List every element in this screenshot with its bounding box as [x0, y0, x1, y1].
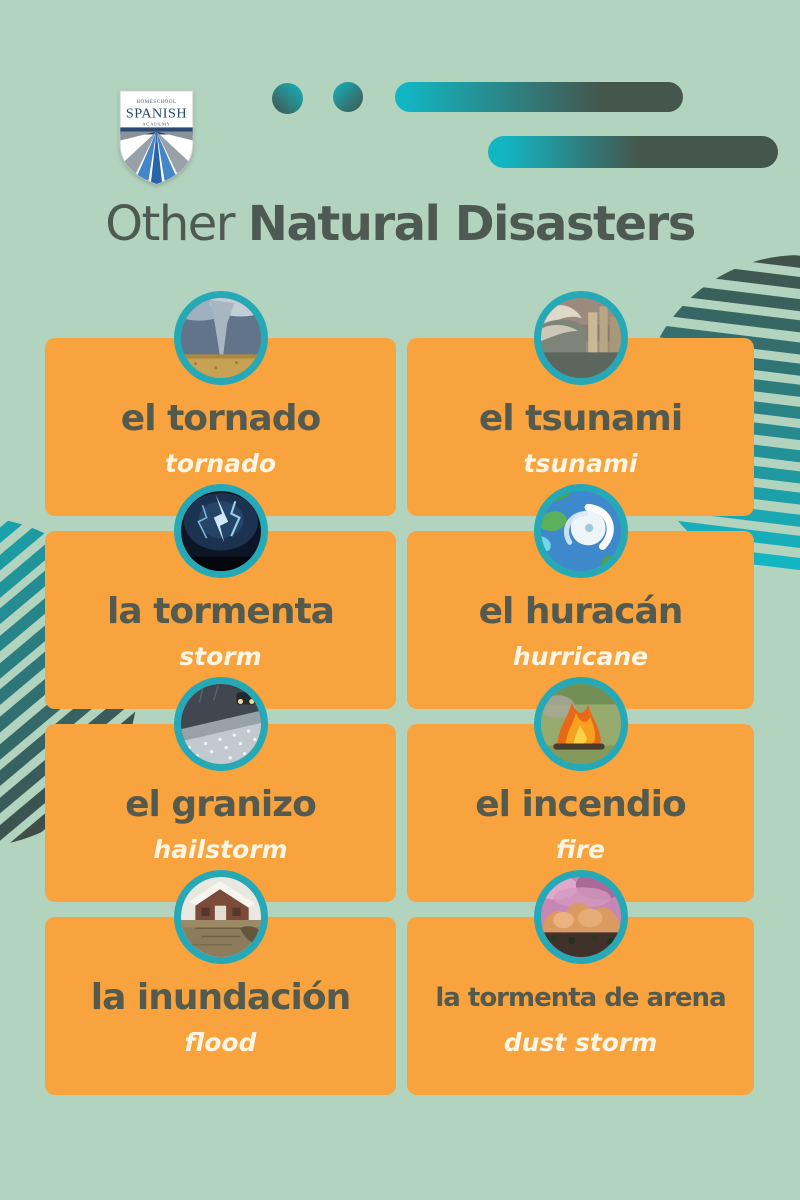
hail-photo [180, 684, 261, 764]
photo-ring [533, 291, 628, 385]
term-es: el incendio [475, 784, 686, 826]
flood-photo [180, 877, 261, 957]
term-es: el tornado [120, 398, 321, 440]
term-en: hurricane [512, 642, 649, 671]
decorative-bar [395, 82, 683, 112]
term-es: el granizo [125, 784, 317, 826]
vocab-card-flood: la inundación flood [45, 870, 396, 1095]
term-en: tornado [164, 449, 277, 478]
term-en: dust storm [503, 1028, 658, 1057]
vocab-card-dust-storm: la tormenta de arena dust storm [407, 870, 754, 1095]
decorative-bar [488, 136, 778, 168]
logo-line2: SPANISH [126, 105, 187, 121]
storm-photo [180, 491, 261, 571]
logo-line1: HOMESCHOOL [136, 99, 176, 105]
term-en: hailstorm [153, 835, 288, 864]
term-es: el huracán [478, 591, 684, 633]
vocab-card-storm: la tormenta storm [45, 484, 396, 709]
term-es: la inundación [90, 977, 351, 1019]
term-en: flood [184, 1028, 257, 1057]
photo-ring [533, 677, 628, 771]
photo-ring [173, 484, 268, 578]
vocab-card-tsunami: el tsunami tsunami [407, 291, 754, 516]
term-en: fire [556, 835, 605, 864]
dust-storm-photo [540, 877, 621, 957]
decorative-dot-icon [333, 82, 363, 112]
term-es: el tsunami [478, 398, 683, 440]
photo-ring [173, 677, 268, 771]
term-es: la tormenta [107, 591, 335, 633]
tornado-photo [180, 298, 261, 378]
term-en: tsunami [523, 449, 638, 478]
term-en: storm [179, 642, 262, 671]
term-es: la tormenta de arena [435, 982, 726, 1013]
logo-line3: ACADEMY [142, 121, 171, 126]
hurricane-photo [540, 491, 621, 571]
vocabulary-grid: el tornado tornado [45, 291, 754, 1095]
photo-ring [533, 870, 628, 964]
photo-ring [173, 870, 268, 964]
fire-photo [540, 684, 621, 764]
tsunami-photo [540, 298, 621, 378]
homeschool-spanish-academy-logo: HOMESCHOOL SPANISH ACADEMY [119, 90, 194, 185]
title-regular: Other [105, 196, 235, 252]
photo-ring [533, 484, 628, 578]
photo-ring [173, 291, 268, 385]
title-bold: Natural Disasters [247, 196, 696, 252]
decorative-dot-icon [272, 83, 303, 114]
page-title: Other Natural Disasters [0, 194, 800, 254]
